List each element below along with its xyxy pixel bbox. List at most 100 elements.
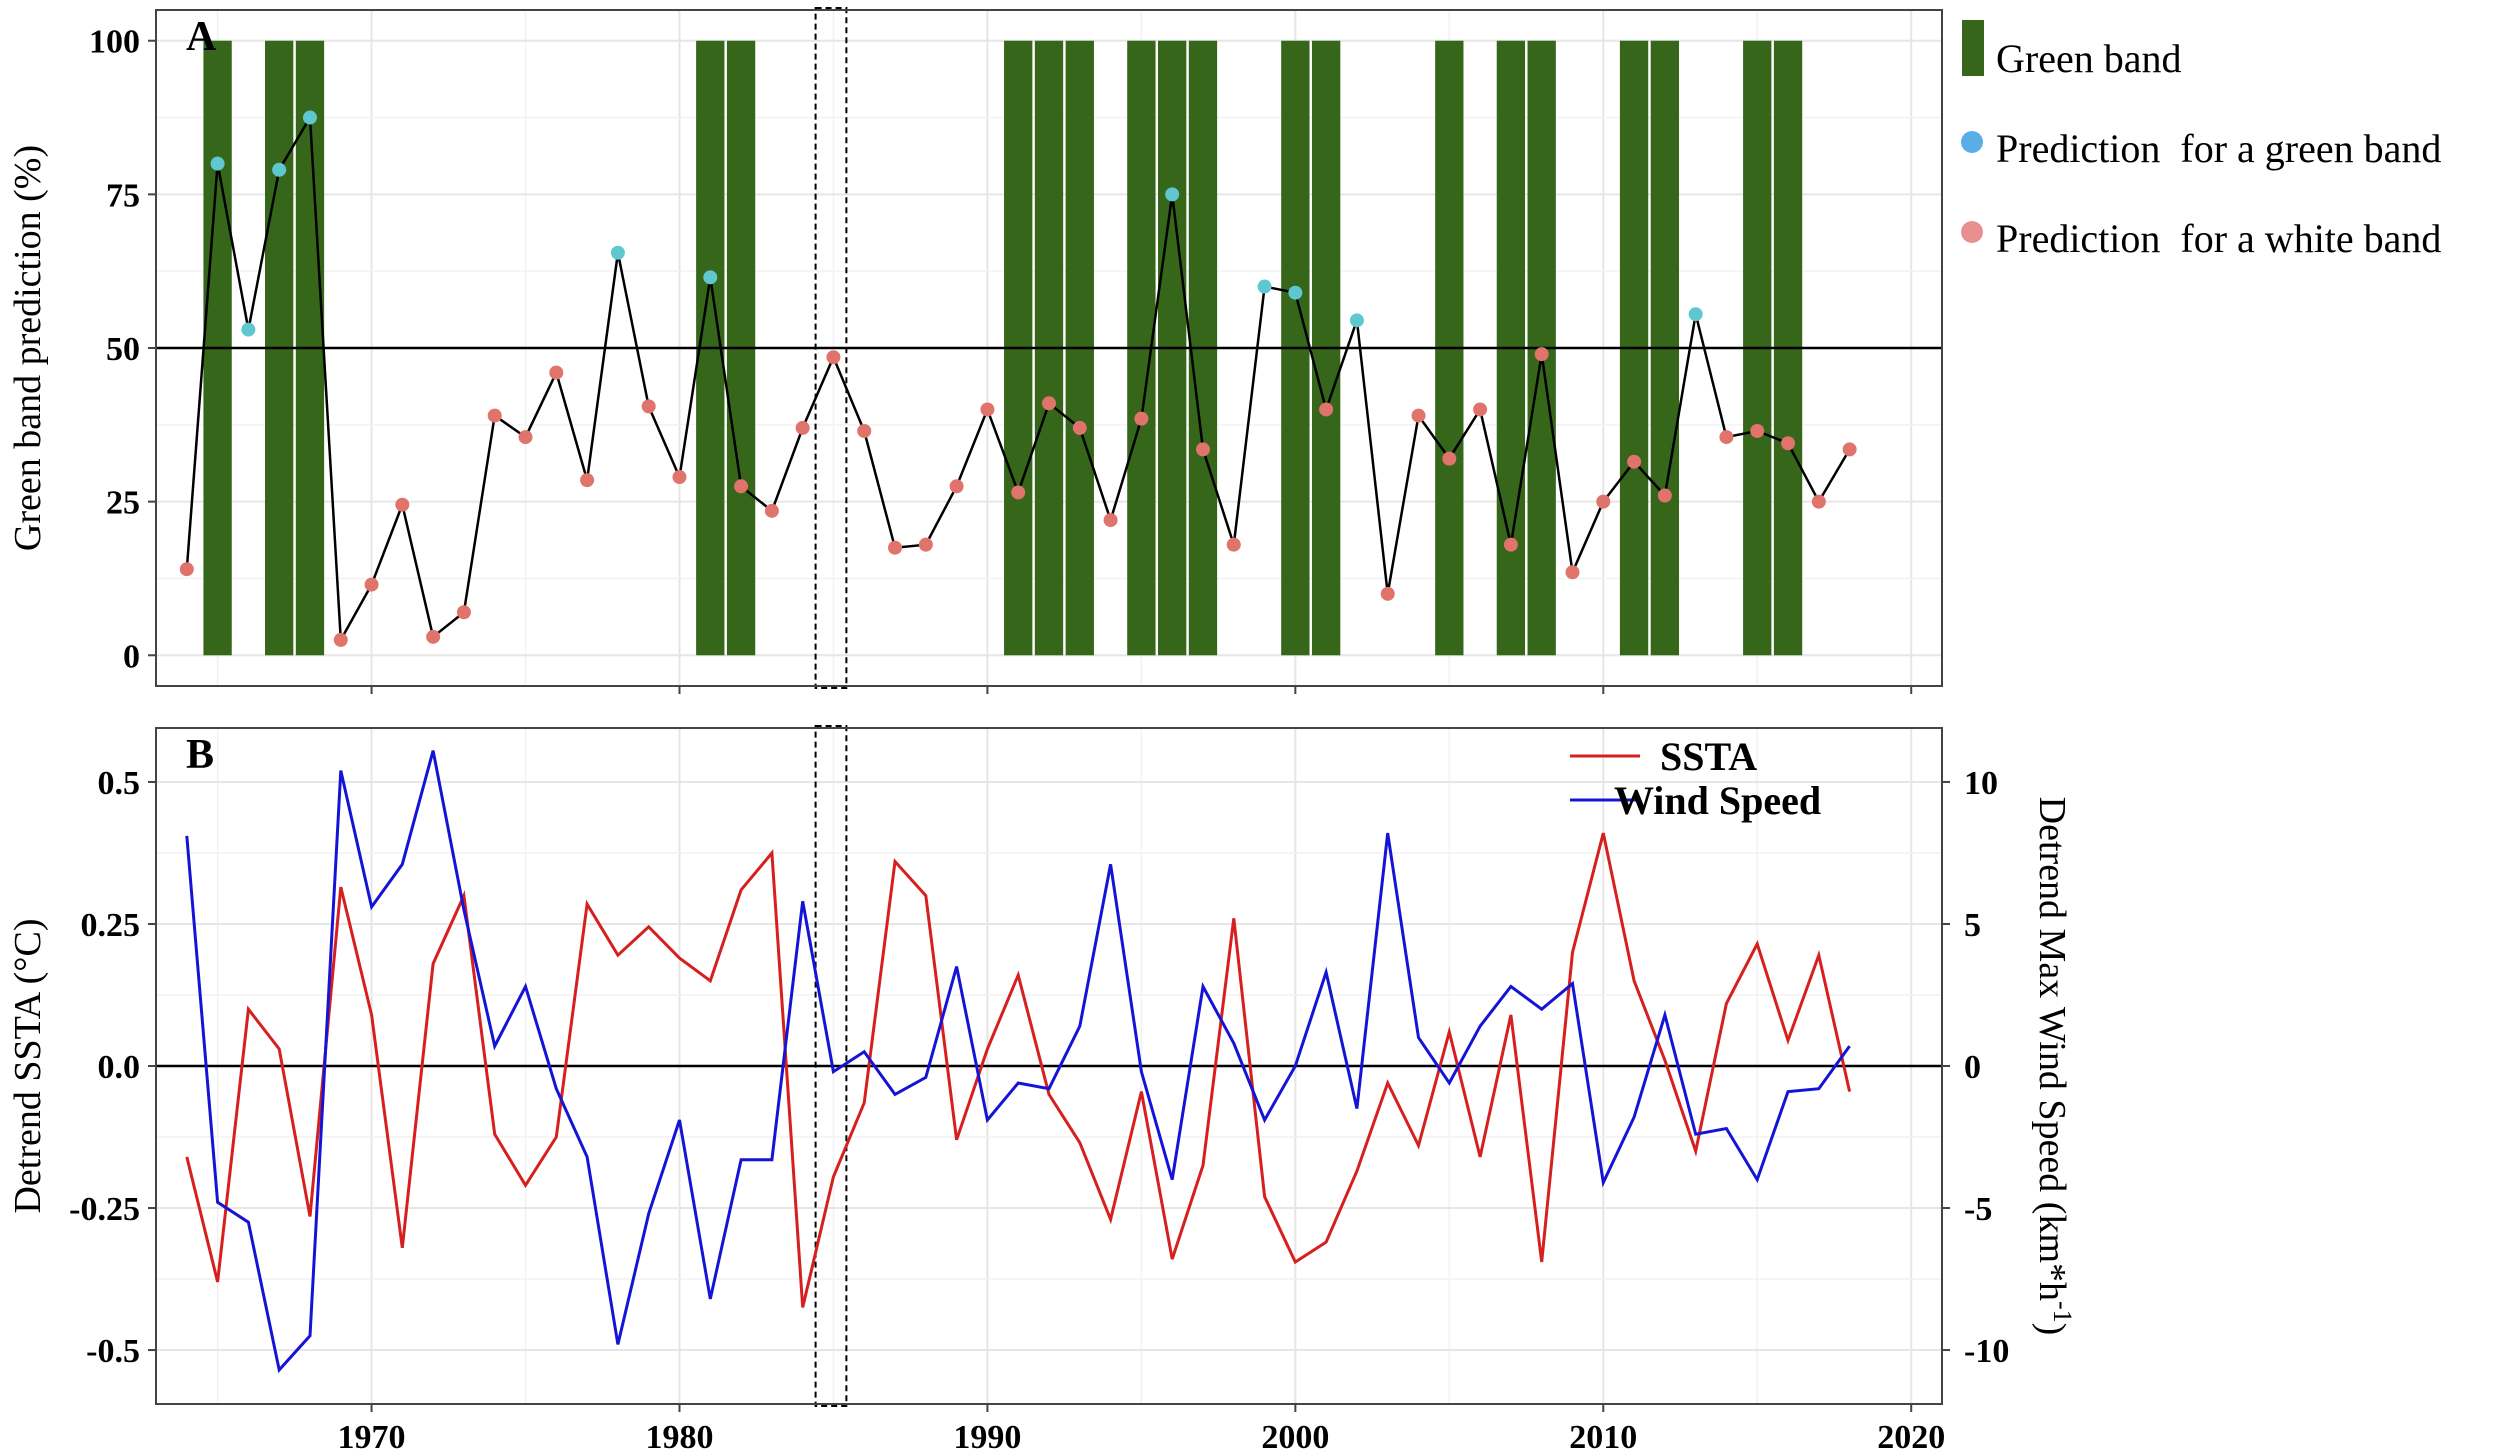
panel-b-label: B [186,732,214,778]
legend-b: SSTA Wind Speed [1570,734,1821,823]
panel-b-right-y-ticks: -10 -5 0 5 10 [1942,765,2009,1370]
green-prediction-point [1288,285,1303,300]
x-tick-label: 2020 [1877,1419,1945,1456]
panel-a-x-ticks [370,686,1913,694]
legend-green-band-swatch [1962,20,1984,76]
y-tick-label: 100 [89,24,140,61]
white-prediction-point [549,365,564,380]
green-prediction-point [610,245,625,260]
white-prediction-point [487,408,502,423]
white-prediction-point [764,503,779,518]
right-axis-title-superscript: -1 [2048,1301,2077,1323]
white-prediction-point [1411,408,1426,423]
panel-b-left-y-ticks: -0.5 -0.25 0.0 0.25 0.5 [69,765,156,1370]
white-prediction-point [395,497,410,512]
highlight-box [814,725,848,1407]
x-tick-label: 2000 [1261,1419,1329,1456]
white-prediction-point [734,479,749,494]
x-tick-label: 2010 [1569,1419,1637,1456]
white-prediction-point [1042,396,1056,411]
white-prediction-point [1103,513,1118,528]
white-prediction-point [918,537,933,552]
y2-tick-label: 5 [1964,907,1981,944]
white-prediction-point [949,479,964,494]
y-tick-label: 0.25 [81,907,141,944]
legend-green-prediction-label: Prediction for a green band [1996,126,2441,171]
highlight-box-a [814,7,848,689]
white-prediction-point [1503,537,1518,552]
white-prediction-point [1380,586,1395,601]
legend-green-band-label: Green band [1996,36,2181,81]
panel-b-right-y-axis-title: Detrend Max Wind Speed (km*h-1) [2031,797,2077,1336]
panel-b-x-ticks: 1970 1980 1990 2000 2010 2020 [338,1404,1945,1456]
right-axis-title-main: Detrend Max Wind Speed (km*h [2031,797,2073,1301]
y-tick-label: -0.5 [86,1333,140,1370]
white-prediction-point [179,562,194,577]
white-prediction-point [1719,430,1734,445]
legend-ssta-label: SSTA [1660,734,1757,779]
white-prediction-point [1442,451,1457,466]
white-prediction-point [1226,537,1241,552]
white-prediction-point [1842,442,1857,457]
white-prediction-point [1195,442,1210,457]
y-tick-label: 0.5 [98,765,141,802]
legend-a: Green band Prediction for a green band P… [1961,20,2441,261]
white-prediction-point [1134,411,1149,426]
green-prediction-point [1165,187,1180,202]
prediction-points [179,110,1857,647]
white-prediction-point [1473,402,1488,417]
right-axis-title-end: ) [2031,1323,2073,1336]
y-tick-label: 0.0 [98,1049,141,1086]
white-prediction-point [1811,494,1826,509]
green-prediction-point [302,110,317,125]
white-prediction-point [1011,485,1026,500]
white-prediction-point [826,350,841,365]
white-prediction-point [1596,494,1611,509]
highlight-box-b [814,725,848,1407]
legend-white-prediction-label: Prediction for a white band [1996,216,2441,261]
white-prediction-point [795,420,810,435]
white-prediction-point [364,577,379,592]
green-prediction-point [241,322,256,337]
white-prediction-point [518,430,533,445]
legend-green-prediction-marker [1961,131,1983,153]
white-prediction-point [857,423,872,438]
y-tick-label: 50 [106,331,140,368]
x-tick-label: 1990 [953,1419,1021,1456]
white-prediction-point [641,399,656,414]
white-prediction-point [1319,402,1334,417]
ssta-line [185,832,1852,1308]
white-prediction-point [1750,423,1765,438]
white-prediction-point [1627,454,1642,469]
white-prediction-point [1534,347,1549,362]
white-prediction-point [1072,420,1087,435]
y-tick-label: 0 [123,638,140,675]
white-prediction-point [1657,488,1672,503]
panel-b-left-y-axis-title: Detrend SSTA (°C) [7,918,49,1213]
white-prediction-point [888,540,903,555]
white-prediction-point [333,632,348,647]
y2-tick-label: -10 [1964,1333,2009,1370]
white-prediction-point [1565,565,1580,580]
green-prediction-point [703,270,718,285]
green-prediction-point [210,156,225,171]
panel-a-label: A [186,14,217,60]
green-prediction-point [1688,307,1703,322]
panel-a: 0 25 50 75 100 A Green band prediction (%) [7,7,1943,694]
white-prediction-point [1781,436,1796,451]
legend-wind-label: Wind Speed [1614,778,1821,823]
white-prediction-point [672,470,687,485]
y2-tick-label: 0 [1964,1049,1981,1086]
panel-a-y-ticks: 0 25 50 75 100 [89,24,156,675]
green-prediction-point [1257,279,1272,294]
white-prediction-point [456,605,471,620]
green-prediction-point [1349,313,1364,328]
white-prediction-point [580,473,595,488]
white-prediction-point [980,402,995,417]
green-prediction-point [272,162,287,177]
y-tick-label: 75 [106,177,140,214]
x-tick-label: 1970 [338,1419,406,1456]
highlight-box [814,7,848,689]
